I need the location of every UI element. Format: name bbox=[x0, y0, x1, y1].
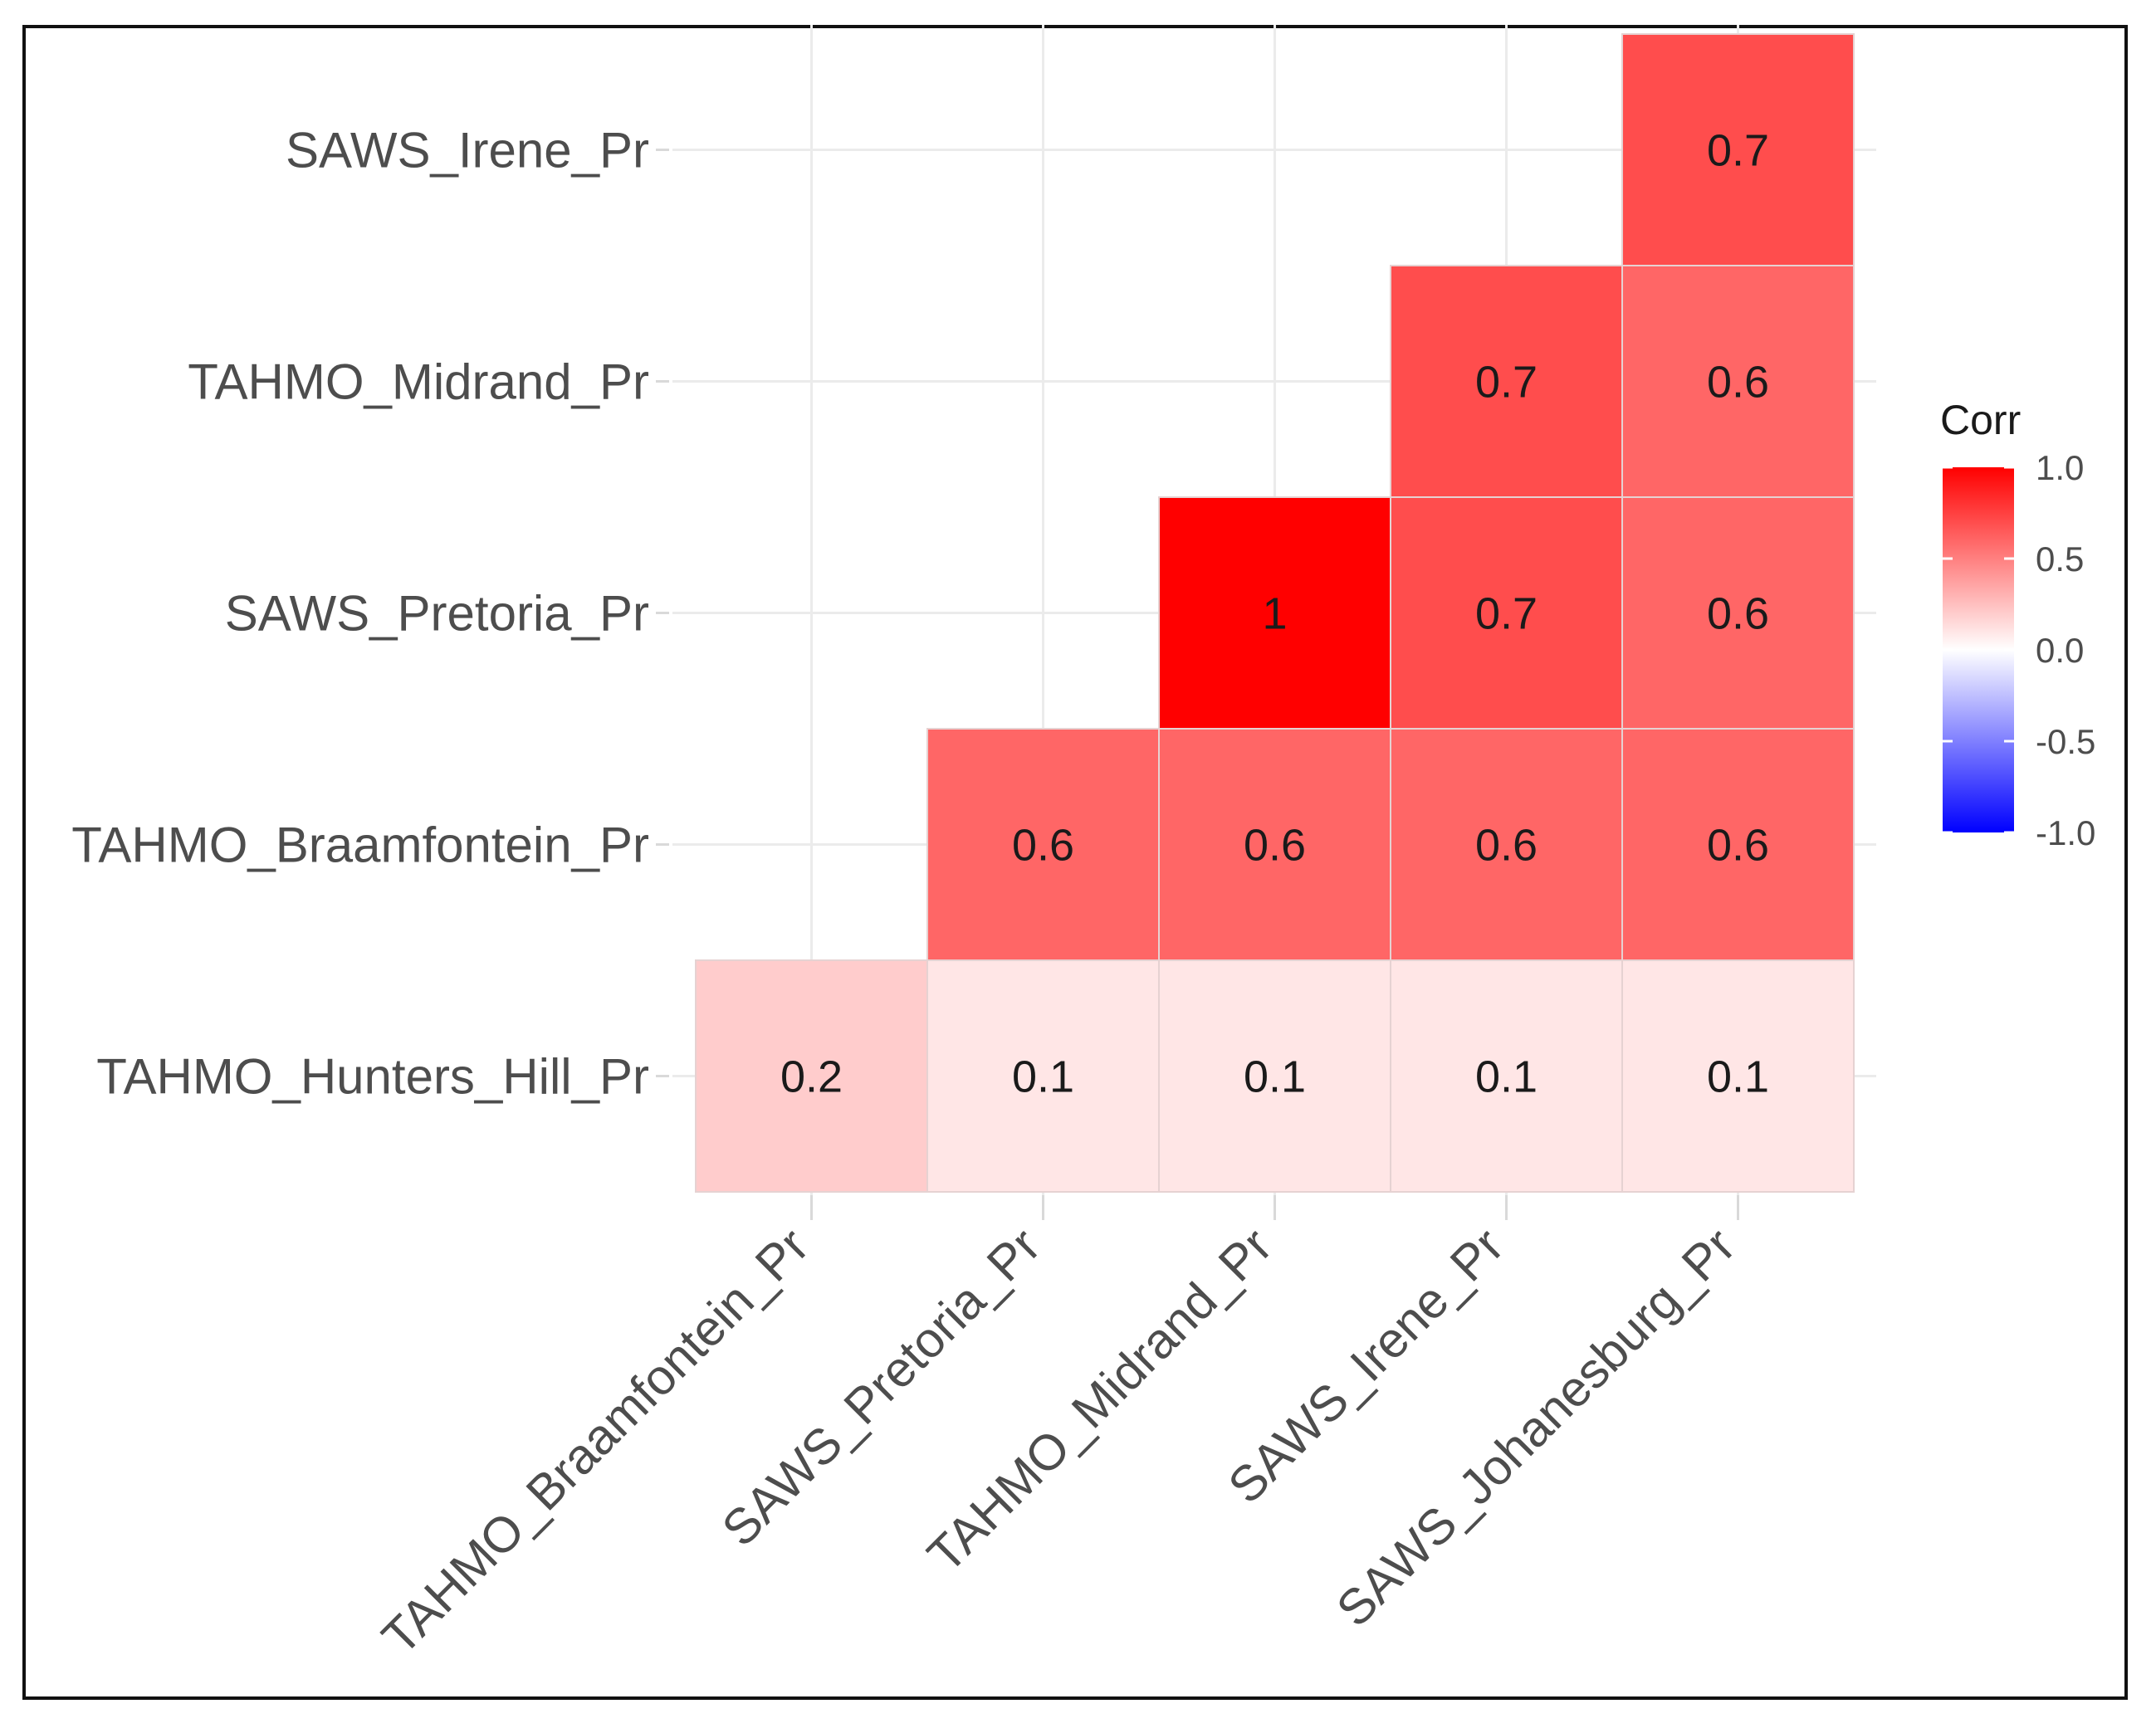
heatmap-cell bbox=[1158, 496, 1391, 730]
cell-value-label: 0.6 bbox=[1707, 589, 1769, 639]
y-tick-label: SAWS_Irene_Pr bbox=[286, 123, 649, 178]
y-tick-label: SAWS_Pretoria_Pr bbox=[225, 586, 649, 642]
heatmap-cell bbox=[1621, 728, 1855, 961]
x-axis-labels: TAHMO_Braamfontein_PrSAWS_Pretoria_PrTAH… bbox=[371, 1195, 1746, 1665]
heatmap-cell bbox=[1158, 959, 1391, 1193]
heatmap-cell bbox=[695, 959, 928, 1193]
cell-value-label: 1 bbox=[1262, 589, 1287, 639]
x-tick-label: SAWS_Johanesburg_Pr bbox=[1326, 1218, 1746, 1638]
cell-value-label: 0.6 bbox=[1707, 821, 1769, 871]
heatmap-cell bbox=[1158, 728, 1391, 961]
legend-title: Corr bbox=[1940, 397, 2021, 443]
cell-value-label: 0.6 bbox=[1475, 821, 1538, 871]
cell-value-label: 0.7 bbox=[1707, 126, 1769, 176]
cell-value-label: 0.1 bbox=[1475, 1052, 1538, 1102]
heatmap-cell bbox=[1390, 265, 1623, 498]
heatmap-cell bbox=[1390, 959, 1623, 1193]
heatmap-cell bbox=[926, 959, 1160, 1193]
heatmap-cell bbox=[1621, 265, 1855, 498]
cell-value-label: 0.1 bbox=[1012, 1052, 1074, 1102]
heatmap-cell bbox=[1621, 33, 1855, 266]
heatmap-cell bbox=[1390, 496, 1623, 730]
legend-tick-label: -0.5 bbox=[2036, 722, 2095, 761]
cell-value-label: 0.1 bbox=[1707, 1052, 1769, 1102]
cell-value-label: 0.6 bbox=[1707, 358, 1769, 408]
cell-value-label: 0.6 bbox=[1012, 821, 1074, 871]
legend-tick-label: -1.0 bbox=[2036, 813, 2095, 852]
cell-value-label: 0.7 bbox=[1475, 358, 1538, 408]
legend: Corr 1.0 0.5 0.0 -0.5 -1.0 bbox=[1940, 397, 2095, 852]
legend-tick-label: 0.0 bbox=[2036, 631, 2084, 670]
heatmap-cell bbox=[1621, 496, 1855, 730]
y-tick-label: TAHMO_Braamfontein_Pr bbox=[71, 818, 649, 873]
legend-color-bar bbox=[1943, 467, 2014, 832]
heatmap-cells: 0.2 0.1 0.1 0.1 0.1 0.6 0.6 0.6 0.6 1 0.7 0.6 0.7 0.6… bbox=[695, 33, 1855, 1193]
cell-value-label: 0.1 bbox=[1244, 1052, 1306, 1102]
cell-value-label: 0.6 bbox=[1244, 821, 1306, 871]
legend-tick-label: 1.0 bbox=[2036, 448, 2084, 487]
heatmap-cell bbox=[1390, 728, 1623, 961]
heatmap-cell bbox=[926, 728, 1160, 961]
y-tick-label: TAHMO_Midrand_Pr bbox=[188, 354, 649, 410]
legend-tick-label: 0.5 bbox=[2036, 539, 2084, 578]
heatmap-cell bbox=[1621, 959, 1855, 1193]
y-axis-labels: TAHMO_Hunters_Hill_Pr TAHMO_Braamfontein_… bbox=[71, 123, 669, 1105]
cell-value-label: 0.7 bbox=[1475, 589, 1538, 639]
cell-value-label: 0.2 bbox=[780, 1052, 843, 1102]
x-tick-label: TAHMO_Braamfontein_Pr bbox=[371, 1218, 819, 1665]
y-tick-label: TAHMO_Hunters_Hill_Pr bbox=[96, 1049, 649, 1105]
